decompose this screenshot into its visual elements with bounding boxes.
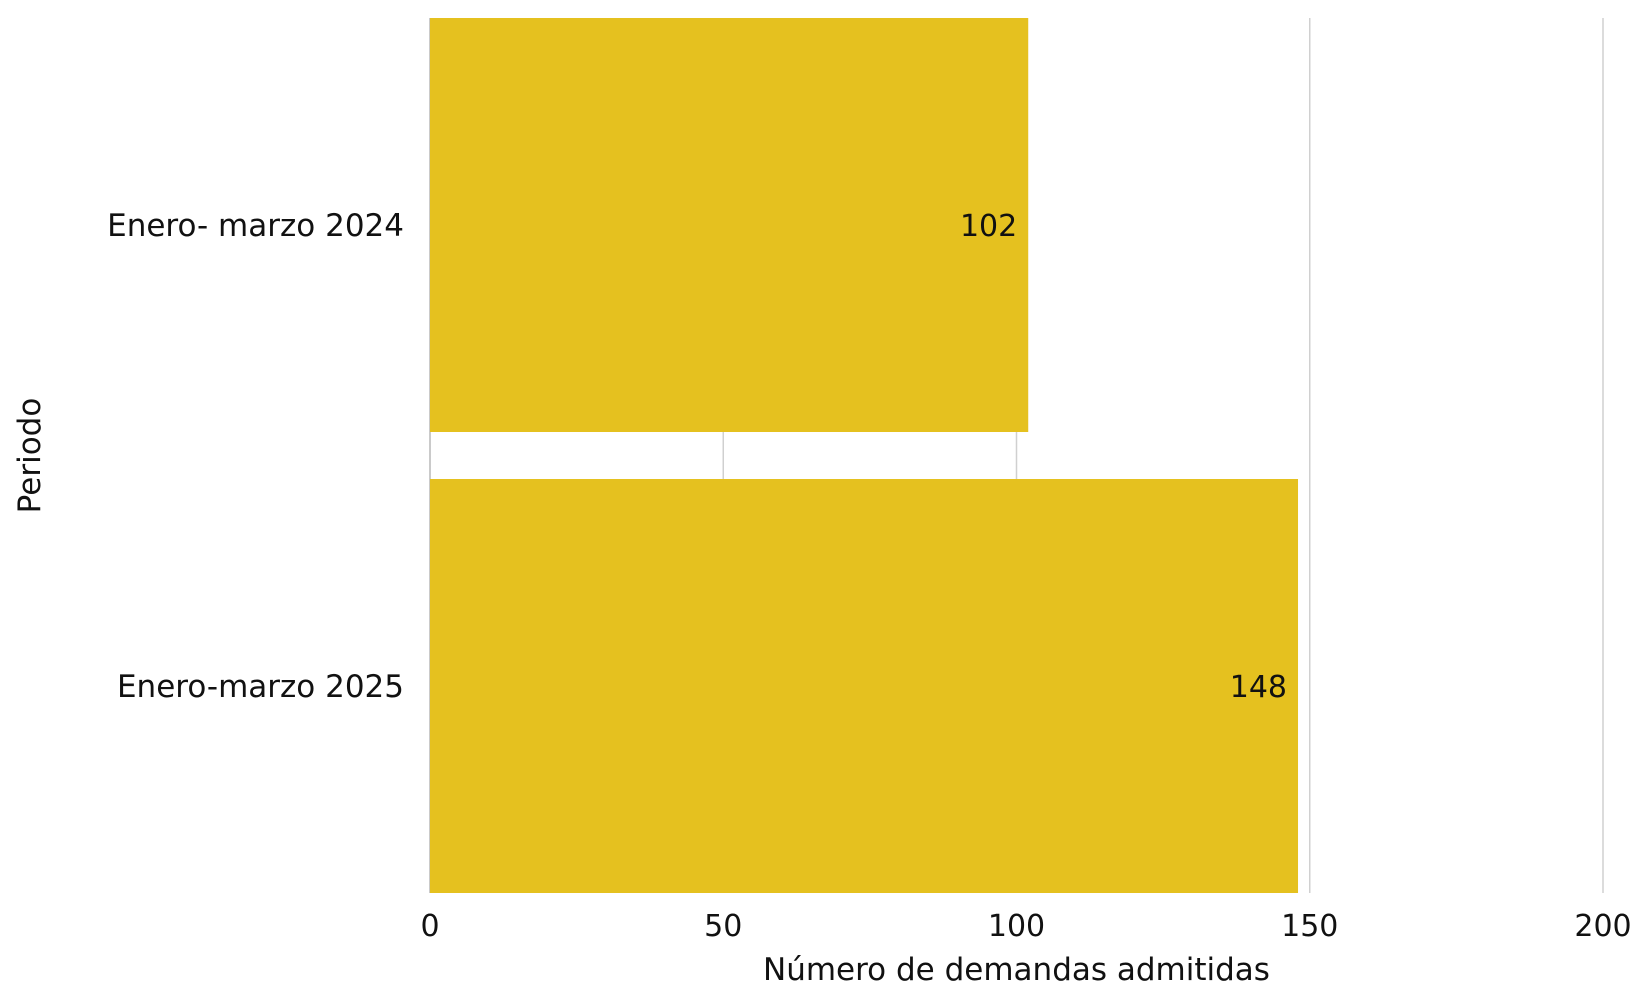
y-category-label: Enero- marzo 2024: [107, 208, 404, 244]
bar-1: [430, 18, 1029, 432]
x-tick-label: 0: [420, 909, 439, 944]
data-labels: 102 148: [960, 209, 1287, 705]
x-tick-label: 200: [1574, 909, 1631, 944]
x-tick-label: 150: [1281, 909, 1338, 944]
data-label: 148: [1230, 670, 1287, 705]
x-axis-title: Número de demandas admitidas: [763, 952, 1270, 988]
bar-2: [430, 479, 1299, 893]
data-label: 102: [960, 209, 1017, 244]
y-category-label: Enero-marzo 2025: [117, 669, 404, 705]
bars: [430, 18, 1299, 893]
y-axis-categories: Enero- marzo 2024 Enero-marzo 2025: [107, 208, 404, 705]
x-tick-label: 100: [988, 909, 1045, 944]
x-tick-label: 50: [704, 909, 742, 944]
y-axis-title: Periodo: [12, 398, 48, 514]
x-axis-ticks: 0 50 100 150 200: [420, 909, 1631, 944]
